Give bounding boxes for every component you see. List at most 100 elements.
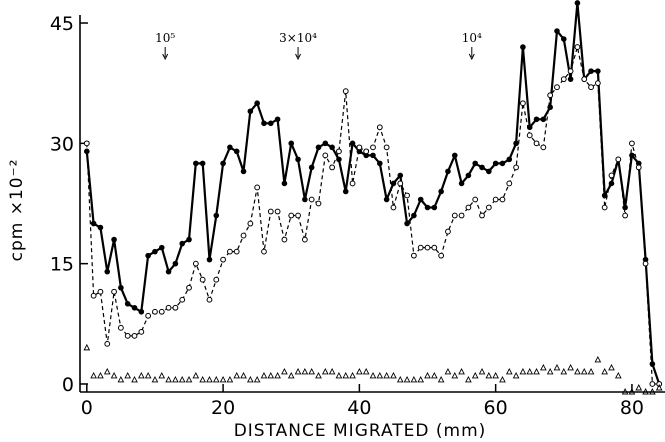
data-point: [567, 363, 574, 371]
data-point: [329, 164, 336, 171]
data-point: [370, 152, 376, 159]
data-point: [90, 371, 97, 379]
data-point: [254, 100, 260, 107]
data-point: [227, 248, 233, 255]
data-point: [629, 152, 635, 159]
data-point: [411, 212, 417, 219]
data-point: [581, 76, 588, 83]
data-point: [356, 144, 363, 151]
data-point: [546, 367, 554, 375]
data-point: [424, 244, 431, 251]
data-point: [458, 212, 465, 219]
data-point: [349, 140, 356, 147]
data-point: [321, 367, 329, 375]
data-point: [533, 116, 540, 123]
data-point: [540, 144, 547, 151]
data-point: [554, 84, 560, 91]
data-point: [430, 371, 438, 379]
data-point: [118, 284, 124, 291]
data-point: [233, 371, 241, 379]
data-point: [486, 168, 492, 175]
x-tick-label: 20: [211, 397, 235, 419]
data-point: [526, 132, 533, 139]
data-point: [301, 367, 309, 375]
data-point: [396, 375, 404, 383]
data-point: [192, 371, 200, 379]
data-point: [158, 244, 165, 251]
data-point: [492, 160, 499, 167]
data-point: [138, 328, 145, 335]
data-point: [165, 304, 172, 311]
data-point: [390, 180, 397, 187]
data-point: [574, 0, 581, 6]
y-tick-label: 15: [50, 254, 74, 276]
data-point: [424, 371, 431, 379]
data-point: [540, 363, 547, 371]
data-point: [151, 375, 159, 383]
data-point: [274, 208, 281, 215]
data-point: [519, 367, 527, 375]
data-point: [172, 260, 179, 267]
data-point: [499, 160, 506, 167]
data-point: [336, 148, 342, 155]
data-point: [438, 188, 444, 195]
data-point: [302, 196, 308, 203]
data-point: [377, 160, 383, 167]
data-point: [649, 388, 656, 395]
data-point: [295, 212, 301, 219]
data-point: [642, 260, 649, 267]
data-point: [131, 304, 138, 311]
data-point: [315, 371, 322, 379]
data-point: [458, 180, 465, 187]
data-point: [479, 212, 485, 219]
data-point: [554, 28, 560, 34]
size-marker-label: 10⁵: [155, 31, 175, 45]
data-point: [267, 371, 275, 379]
data-point: [506, 156, 513, 163]
data-point: [642, 388, 649, 395]
series-2: [83, 44, 663, 387]
data-point: [520, 100, 526, 107]
y-tick-label: 0: [62, 374, 74, 396]
data-point: [165, 375, 172, 383]
data-point: [574, 367, 581, 375]
data-point: [403, 375, 411, 383]
data-point: [574, 44, 581, 50]
data-point: [656, 381, 663, 387]
data-point: [152, 248, 158, 255]
data-point: [621, 388, 629, 395]
data-point: [547, 104, 553, 111]
size-markers: 10⁵ 3×10⁴ 10⁴: [155, 31, 482, 61]
data-point: [261, 248, 267, 255]
data-point: [526, 367, 534, 375]
data-point: [267, 208, 274, 215]
data-point: [111, 288, 117, 295]
data-point: [158, 308, 165, 315]
data-point: [186, 236, 192, 243]
data-point: [199, 276, 206, 283]
data-point: [560, 36, 567, 42]
data-point: [629, 140, 635, 147]
data-point: [281, 367, 288, 375]
data-point: [445, 168, 451, 175]
data-point: [397, 180, 404, 187]
data-point: [172, 375, 179, 383]
data-point: [492, 196, 499, 203]
data-point: [137, 371, 145, 379]
data-point: [322, 140, 329, 147]
data-point: [144, 371, 152, 379]
size-marker-arrow-head: [468, 53, 475, 61]
data-point: [349, 180, 356, 187]
data-point: [267, 120, 274, 127]
data-point: [567, 76, 574, 82]
data-point: [90, 292, 97, 299]
y-axis-title: cpm ×10⁻²: [7, 159, 27, 262]
data-point: [594, 80, 601, 87]
data-point: [328, 367, 336, 375]
data-point: [233, 248, 240, 255]
data-point: [444, 367, 452, 375]
data-point: [390, 371, 397, 379]
data-point: [308, 196, 315, 203]
data-point: [335, 371, 343, 379]
data-point: [131, 332, 138, 339]
